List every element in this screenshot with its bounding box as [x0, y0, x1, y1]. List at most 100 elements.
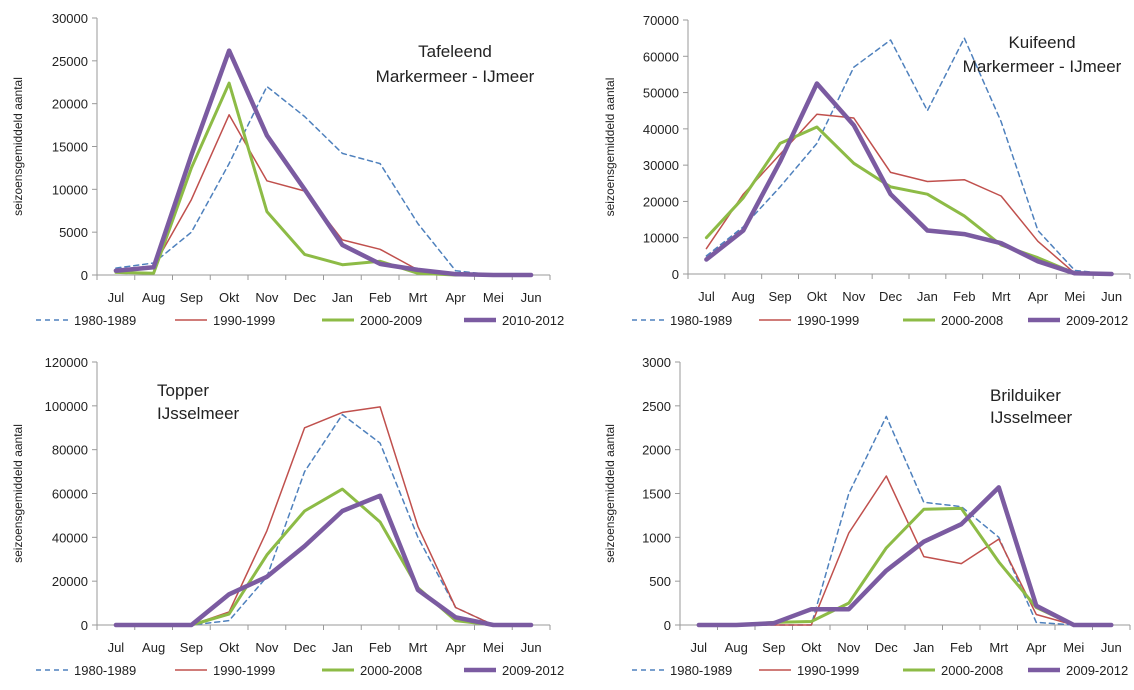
legend: 1980-1989 1990-1999 2000-2009 2010-2012 — [36, 313, 564, 328]
series-line-1980-1989 — [115, 413, 532, 626]
legend-label: 1980-1989 — [74, 663, 136, 678]
x-tick-label: Jan — [917, 289, 938, 304]
x-tick-label: Nov — [255, 290, 279, 305]
chart-title-line: Tafeleend — [418, 42, 492, 61]
x-tick-label: Jun — [521, 640, 542, 655]
series-line-1980-1989 — [705, 37, 1113, 275]
legend-label: 1980-1989 — [670, 313, 732, 328]
y-tick-label: 3000 — [642, 355, 671, 370]
x-tick-label: Sep — [180, 290, 203, 305]
x-tick-label: Mei — [483, 640, 504, 655]
x-tick-label: Mei — [1063, 640, 1084, 655]
x-tick-label: Mrt — [408, 640, 427, 655]
series-line-2000-2008 — [114, 487, 533, 627]
x-tick-label: Dec — [293, 640, 317, 655]
legend: 1980-1989 1990-1999 2000-2008 2009-2012 — [36, 663, 564, 678]
legend-label: 1990-1999 — [213, 663, 275, 678]
series-line-1990-1999 — [705, 113, 1113, 275]
y-tick-label: 70000 — [643, 13, 679, 28]
legend: 1980-1989 1990-1999 2000-2008 2009-2012 — [632, 313, 1128, 328]
y-tick-label: 40000 — [643, 122, 679, 137]
x-tick-label: Feb — [369, 640, 391, 655]
y-tick-label: 0 — [672, 267, 679, 282]
x-tick-label: Okt — [807, 289, 828, 304]
y-axis-label: seizoensgemiddeld aantal — [11, 424, 25, 563]
x-tick-label: Jul — [108, 290, 125, 305]
x-tick-label: Sep — [769, 289, 792, 304]
x-tick-label: Nov — [837, 640, 861, 655]
x-tick-label: Dec — [875, 640, 899, 655]
series-line-2000-2009 — [114, 81, 533, 277]
y-tick-label: 2000 — [642, 443, 671, 458]
y-tick-label: 0 — [81, 618, 88, 633]
y-tick-label: 60000 — [52, 487, 88, 502]
x-tick-label: Mrt — [408, 290, 427, 305]
x-tick-label: Sep — [762, 640, 785, 655]
legend-label: 2000-2008 — [941, 663, 1003, 678]
legend-label: 2010-2012 — [502, 313, 564, 328]
chart-title-line: Markermeer - IJmeer — [376, 67, 535, 86]
x-tick-label: Jun — [1101, 640, 1122, 655]
chart-title-line: Kuifeend — [1008, 33, 1075, 52]
x-tick-label: Jul — [690, 640, 707, 655]
chart-topper: 0 20000 40000 60000 80000 100000 120000 Jul Aug S… — [11, 355, 564, 678]
y-tick-label: 40000 — [52, 530, 88, 545]
x-tick-label: Nov — [255, 640, 279, 655]
legend-label: 2000-2009 — [360, 313, 422, 328]
y-tick-label: 30000 — [643, 158, 679, 173]
y-tick-label: 10000 — [52, 182, 88, 197]
legend-label: 2000-2008 — [941, 313, 1003, 328]
y-tick-label: 120000 — [45, 355, 88, 370]
y-axis-label: seizoensgemiddeld aantal — [603, 78, 617, 217]
series-line-1980-1989 — [115, 85, 532, 276]
chart-title-line: Brilduiker — [990, 386, 1061, 405]
x-tick-label: Mei — [1064, 289, 1085, 304]
legend: 1980-1989 1990-1999 2000-2008 2009-2012 — [632, 663, 1128, 678]
series-line-2009-2012 — [704, 81, 1114, 277]
legend-label: 2009-2012 — [1066, 663, 1128, 678]
y-tick-label: 20000 — [52, 574, 88, 589]
x-tick-label: Mrt — [992, 289, 1011, 304]
series-line-1990-1999 — [698, 475, 1113, 626]
y-tick-label: 15000 — [52, 140, 88, 155]
x-tick-label: Mei — [483, 290, 504, 305]
y-axis-label: seizoensgemiddeld aantal — [603, 424, 617, 563]
x-tick-label: Apr — [1026, 640, 1047, 655]
series-line-2000-2008 — [704, 125, 1114, 276]
x-tick-label: Dec — [879, 289, 903, 304]
y-axis-label: seizoensgemiddeld aantal — [11, 77, 25, 216]
series-line-2000-2008 — [697, 506, 1113, 627]
x-tick-label: Okt — [801, 640, 822, 655]
legend-label: 1990-1999 — [797, 663, 859, 678]
x-tick-label: Aug — [142, 290, 165, 305]
x-tick-label: Jan — [332, 290, 353, 305]
y-tick-label: 0 — [664, 618, 671, 633]
y-tick-label: 500 — [649, 574, 671, 589]
x-tick-label: Jan — [332, 640, 353, 655]
y-tick-label: 5000 — [59, 225, 88, 240]
x-tick-label: Jul — [698, 289, 715, 304]
x-tick-label: Aug — [732, 289, 755, 304]
x-tick-label: Okt — [219, 640, 240, 655]
chart-kuifeend: 0 10000 20000 30000 40000 50000 60000 70000 Jul A… — [603, 13, 1131, 328]
y-tick-label: 100000 — [45, 399, 88, 414]
series-line-2009-2012 — [696, 485, 1114, 628]
legend-label: 2009-2012 — [502, 663, 564, 678]
y-tick-label: 1500 — [642, 487, 671, 502]
legend-label: 1980-1989 — [74, 313, 136, 328]
x-tick-label: Aug — [725, 640, 748, 655]
legend-label: 1990-1999 — [213, 313, 275, 328]
y-tick-label: 20000 — [643, 194, 679, 209]
y-tick-label: 10000 — [643, 231, 679, 246]
y-tick-label: 20000 — [52, 97, 88, 112]
legend-label: 1990-1999 — [797, 313, 859, 328]
x-tick-label: Apr — [446, 290, 467, 305]
x-tick-label: Mrt — [989, 640, 1008, 655]
x-tick-label: Nov — [842, 289, 866, 304]
y-tick-label: 80000 — [52, 443, 88, 458]
x-tick-label: Aug — [142, 640, 165, 655]
legend-label: 1980-1989 — [670, 663, 732, 678]
x-tick-label: Jun — [521, 290, 542, 305]
chart-title-line: Markermeer - IJmeer — [963, 57, 1122, 76]
x-tick-label: Apr — [1028, 289, 1049, 304]
